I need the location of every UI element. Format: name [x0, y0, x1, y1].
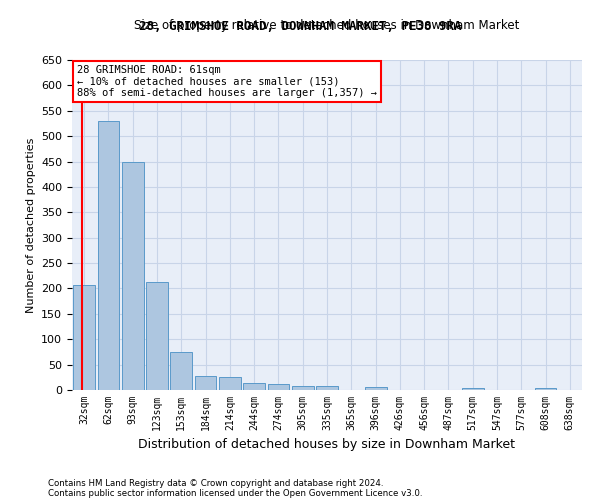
Text: Contains public sector information licensed under the Open Government Licence v3: Contains public sector information licen…: [48, 488, 422, 498]
Bar: [462, 388, 484, 390]
Y-axis label: Number of detached properties: Number of detached properties: [26, 138, 35, 312]
Title: Size of property relative to detached houses in Downham Market: Size of property relative to detached ho…: [134, 20, 520, 32]
Bar: [219, 377, 241, 390]
Text: Contains HM Land Registry data © Crown copyright and database right 2024.: Contains HM Land Registry data © Crown c…: [48, 478, 383, 488]
Bar: [243, 383, 265, 390]
Bar: [97, 121, 119, 390]
Bar: [170, 352, 192, 390]
Bar: [292, 386, 314, 390]
X-axis label: Distribution of detached houses by size in Downham Market: Distribution of detached houses by size …: [139, 438, 515, 452]
Bar: [73, 285, 95, 390]
Text: 28, GRIMSHOE ROAD, DOWNHAM MARKET, PE38 9RA: 28, GRIMSHOE ROAD, DOWNHAM MARKET, PE38 …: [139, 20, 461, 33]
Bar: [268, 384, 289, 390]
Bar: [316, 386, 338, 390]
Text: 28 GRIMSHOE ROAD: 61sqm
← 10% of detached houses are smaller (153)
88% of semi-d: 28 GRIMSHOE ROAD: 61sqm ← 10% of detache…: [77, 65, 377, 98]
Bar: [122, 162, 143, 390]
Bar: [535, 388, 556, 390]
Bar: [194, 376, 217, 390]
Bar: [146, 282, 168, 390]
Bar: [365, 388, 386, 390]
